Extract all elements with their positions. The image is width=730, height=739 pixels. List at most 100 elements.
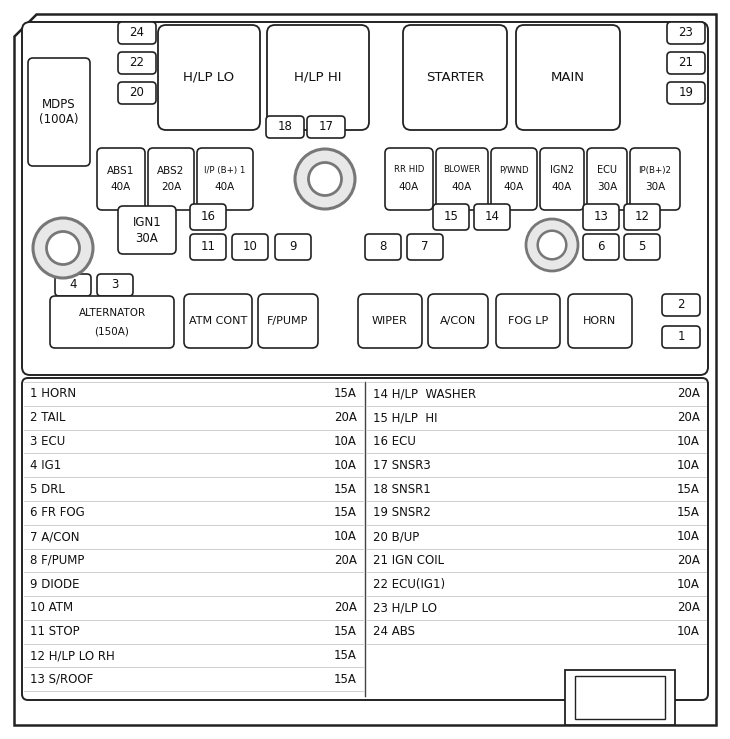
Text: 20: 20	[129, 86, 145, 100]
FancyBboxPatch shape	[184, 294, 252, 348]
Circle shape	[526, 219, 578, 271]
Text: 15A: 15A	[334, 649, 357, 662]
FancyBboxPatch shape	[28, 58, 90, 166]
Text: 40A: 40A	[399, 182, 419, 192]
Text: ABS2: ABS2	[157, 166, 185, 176]
Text: 13 S/ROOF: 13 S/ROOF	[30, 672, 93, 686]
Text: 40A: 40A	[552, 182, 572, 192]
FancyBboxPatch shape	[624, 204, 660, 230]
FancyBboxPatch shape	[275, 234, 311, 260]
Text: 15A: 15A	[677, 483, 700, 496]
Text: 19: 19	[678, 86, 694, 100]
Text: 20A: 20A	[161, 182, 181, 192]
FancyBboxPatch shape	[587, 148, 627, 210]
Text: 2 TAIL: 2 TAIL	[30, 411, 66, 424]
Text: 3 ECU: 3 ECU	[30, 435, 65, 448]
Text: 15A: 15A	[334, 625, 357, 638]
Text: 20 B/UP: 20 B/UP	[373, 530, 419, 543]
FancyBboxPatch shape	[118, 52, 156, 74]
FancyBboxPatch shape	[358, 294, 422, 348]
Text: 12 H/LP LO RH: 12 H/LP LO RH	[30, 649, 115, 662]
Text: 1 HORN: 1 HORN	[30, 387, 76, 401]
FancyBboxPatch shape	[385, 148, 433, 210]
Text: 17: 17	[318, 120, 334, 134]
FancyBboxPatch shape	[50, 296, 174, 348]
FancyBboxPatch shape	[365, 234, 401, 260]
FancyBboxPatch shape	[55, 274, 91, 296]
Bar	[565, 670, 675, 725]
Text: 40A: 40A	[215, 182, 235, 192]
Text: 30A: 30A	[597, 182, 617, 192]
Text: 15 H/LP  HI: 15 H/LP HI	[373, 411, 437, 424]
FancyBboxPatch shape	[624, 234, 660, 260]
Text: I/P (B+) 1: I/P (B+) 1	[204, 166, 246, 174]
Text: 18: 18	[277, 120, 293, 134]
Text: P/WND: P/WND	[499, 166, 529, 174]
Text: 20A: 20A	[677, 411, 700, 424]
Text: (150A): (150A)	[95, 326, 129, 336]
Text: ALTERNATOR: ALTERNATOR	[78, 308, 145, 318]
Circle shape	[538, 231, 566, 259]
Text: 24 ABS: 24 ABS	[373, 625, 415, 638]
Text: 17 SNSR3: 17 SNSR3	[373, 459, 431, 471]
FancyBboxPatch shape	[232, 234, 268, 260]
Text: 4 IG1: 4 IG1	[30, 459, 61, 471]
Text: FOG LP: FOG LP	[508, 316, 548, 326]
FancyBboxPatch shape	[97, 274, 133, 296]
Text: 24: 24	[129, 27, 145, 39]
Polygon shape	[14, 14, 716, 725]
Text: 10A: 10A	[677, 625, 700, 638]
Text: ABS1: ABS1	[107, 166, 135, 176]
Text: 10A: 10A	[677, 530, 700, 543]
FancyBboxPatch shape	[22, 378, 708, 700]
FancyBboxPatch shape	[583, 204, 619, 230]
Text: 18 SNSR1: 18 SNSR1	[373, 483, 431, 496]
Text: 23: 23	[679, 27, 694, 39]
FancyBboxPatch shape	[190, 204, 226, 230]
Text: WIPER: WIPER	[372, 316, 408, 326]
Circle shape	[309, 163, 342, 196]
Text: IGN1: IGN1	[133, 216, 161, 228]
Text: 6: 6	[597, 240, 604, 253]
Text: 40A: 40A	[111, 182, 131, 192]
FancyBboxPatch shape	[307, 116, 345, 138]
Text: 6 FR FOG: 6 FR FOG	[30, 506, 85, 520]
FancyBboxPatch shape	[190, 234, 226, 260]
Circle shape	[47, 231, 80, 265]
Text: 15: 15	[444, 211, 458, 223]
Text: 8 F/PUMP: 8 F/PUMP	[30, 554, 85, 567]
Text: BLOWER: BLOWER	[443, 166, 480, 174]
Text: 16 ECU: 16 ECU	[373, 435, 416, 448]
FancyBboxPatch shape	[428, 294, 488, 348]
Text: 2: 2	[677, 299, 685, 312]
Text: 20A: 20A	[677, 387, 700, 401]
Text: (100A): (100A)	[39, 114, 79, 126]
Text: 15A: 15A	[334, 672, 357, 686]
Text: 10A: 10A	[677, 435, 700, 448]
FancyBboxPatch shape	[148, 148, 194, 210]
Text: 20A: 20A	[334, 411, 357, 424]
Text: 15A: 15A	[334, 506, 357, 520]
Text: 8: 8	[380, 240, 387, 253]
Text: 7: 7	[421, 240, 429, 253]
Circle shape	[295, 149, 355, 209]
Text: 20A: 20A	[334, 602, 357, 615]
Text: 14: 14	[485, 211, 499, 223]
Text: 40A: 40A	[504, 182, 524, 192]
Text: IP(B+)2: IP(B+)2	[639, 166, 672, 174]
Text: 9 DIODE: 9 DIODE	[30, 578, 80, 590]
Text: 20A: 20A	[677, 602, 700, 615]
Text: 12: 12	[634, 211, 650, 223]
FancyBboxPatch shape	[496, 294, 560, 348]
Text: RR HID: RR HID	[393, 166, 424, 174]
FancyBboxPatch shape	[118, 22, 156, 44]
Text: 3: 3	[111, 279, 119, 291]
FancyBboxPatch shape	[662, 294, 700, 316]
Text: 21 IGN COIL: 21 IGN COIL	[373, 554, 444, 567]
Text: 10A: 10A	[334, 530, 357, 543]
Text: ATM CONT: ATM CONT	[189, 316, 247, 326]
Text: 9: 9	[289, 240, 297, 253]
Text: H/LP LO: H/LP LO	[183, 71, 234, 84]
FancyBboxPatch shape	[258, 294, 318, 348]
Text: 22 ECU(IG1): 22 ECU(IG1)	[373, 578, 445, 590]
